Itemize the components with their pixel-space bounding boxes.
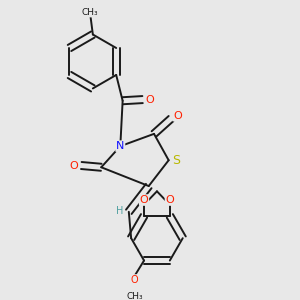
Text: S: S — [172, 154, 180, 167]
Text: O: O — [130, 275, 138, 285]
Text: H: H — [116, 206, 124, 216]
Text: O: O — [69, 160, 78, 170]
Text: O: O — [146, 94, 154, 105]
Text: O: O — [173, 111, 182, 121]
Text: O: O — [166, 195, 174, 205]
Text: CH₃: CH₃ — [81, 8, 98, 17]
Text: O: O — [140, 195, 148, 205]
Text: CH₃: CH₃ — [126, 292, 143, 300]
Text: N: N — [116, 141, 124, 151]
